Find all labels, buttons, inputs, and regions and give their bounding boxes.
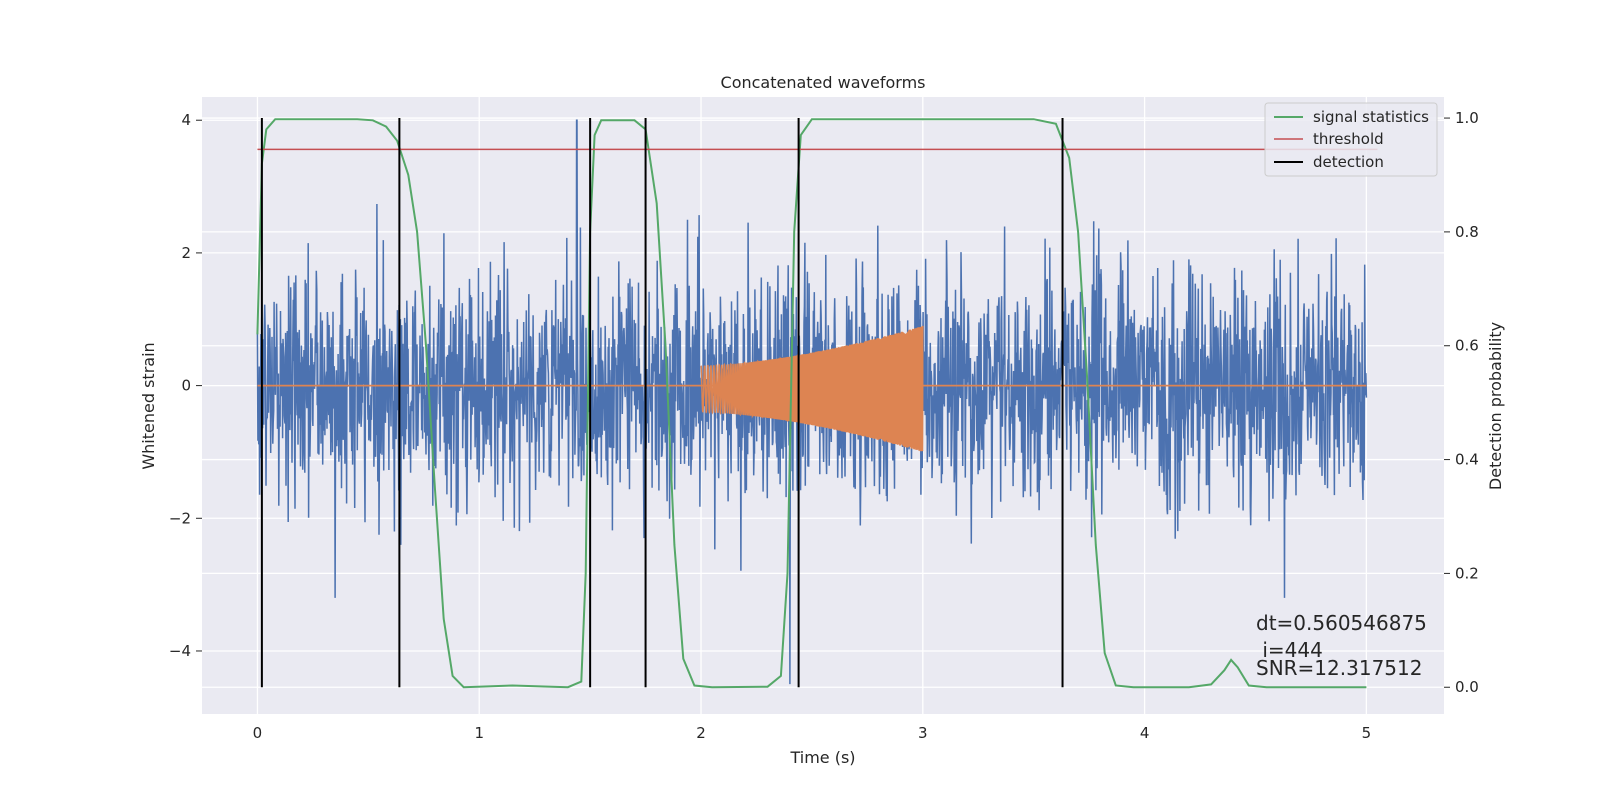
y-axis-right-label: Detection probability xyxy=(1486,322,1505,490)
y-left-tick-label: 2 xyxy=(181,244,191,262)
y-axis-left: −4 −2 0 2 4 xyxy=(169,111,202,660)
y-right-tick-label: 0.0 xyxy=(1455,678,1479,696)
x-axis: 0 1 2 3 4 5 xyxy=(253,724,1371,742)
x-tick-label: 5 xyxy=(1362,724,1372,742)
x-tick-label: 3 xyxy=(918,724,928,742)
y-right-tick-label: 0.6 xyxy=(1455,337,1479,355)
y-axis-right: 0.0 0.2 0.4 0.6 0.8 1.0 xyxy=(1444,109,1479,696)
template-series-line xyxy=(700,325,924,452)
x-tick-label: 2 xyxy=(696,724,706,742)
y-left-tick-label: 4 xyxy=(181,111,191,129)
annotation-snr: SNR=12.317512 xyxy=(1256,656,1422,680)
plot-area xyxy=(256,118,1378,689)
x-tick-label: 1 xyxy=(474,724,484,742)
chart-title: Concatenated waveforms xyxy=(721,73,926,92)
legend-box xyxy=(1264,102,1438,177)
x-tick-label: 0 xyxy=(253,724,263,742)
y-right-tick-label: 0.8 xyxy=(1455,223,1479,241)
y-left-tick-label: −2 xyxy=(169,509,191,527)
legend-label-detection: detection xyxy=(1313,153,1384,171)
x-axis-label: Time (s) xyxy=(789,748,855,767)
y-right-tick-label: 1.0 xyxy=(1455,109,1479,127)
signal-statistics-line xyxy=(256,118,1367,689)
annotation-index: i=444 xyxy=(1256,638,1323,662)
legend: signal statistics threshold detection xyxy=(1264,102,1438,177)
legend-label-threshold: threshold xyxy=(1313,130,1384,148)
annotation-dt: dt=0.560546875 xyxy=(1256,611,1427,635)
y-right-tick-label: 0.4 xyxy=(1455,451,1479,469)
detection-lines xyxy=(260,118,1064,688)
y-axis-left-label: Whitened strain xyxy=(139,342,158,469)
y-left-tick-label: 0 xyxy=(181,377,191,395)
y-left-tick-label: −4 xyxy=(169,642,191,660)
y-right-tick-label: 0.2 xyxy=(1455,564,1479,582)
x-tick-label: 4 xyxy=(1140,724,1150,742)
legend-label-signal-statistics: signal statistics xyxy=(1313,108,1429,126)
